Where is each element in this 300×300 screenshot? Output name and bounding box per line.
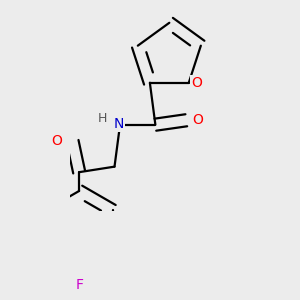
Text: N: N [114,117,124,130]
Text: O: O [52,134,62,148]
Text: H: H [98,112,107,124]
Text: O: O [192,113,203,127]
Text: F: F [75,278,83,292]
Text: O: O [191,76,202,90]
